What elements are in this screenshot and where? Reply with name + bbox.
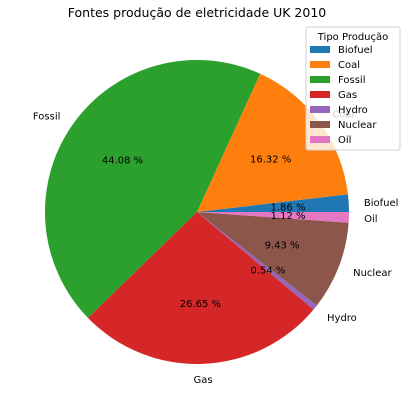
legend-box: [305, 26, 401, 151]
legend: Tipo Produção Biofuel Coal Fossil Gas Hydro N…: [305, 26, 401, 151]
pie-slice-biofuel: [197, 194, 349, 212]
legend-items: Biofuel Coal Fossil Gas Hydro Nuclear Oil: [310, 45, 377, 146]
legend-swatch-gas: [310, 91, 330, 98]
legend-swatch-fossil: [310, 76, 330, 83]
legend-swatch-nuclear: [310, 121, 330, 128]
pct-label-coal: 16.32 %: [250, 154, 291, 165]
pie-slices: [44, 59, 349, 365]
legend-label-biofuel: Biofuel: [338, 45, 373, 56]
pct-label-fossil: 44.08 %: [102, 155, 143, 166]
legend-swatch-oil: [310, 136, 330, 143]
legend-label-fossil: Fossil: [338, 75, 366, 86]
slice-label-nuclear: Nuclear: [353, 268, 392, 279]
legend-label-nuclear: Nuclear: [338, 120, 377, 131]
legend-label-hydro: Hydro: [338, 105, 368, 116]
legend-label-oil: Oil: [338, 135, 351, 146]
slice-label-fossil: Fossil: [33, 112, 61, 123]
slice-label-hydro: Hydro: [327, 313, 357, 324]
pct-label-nuclear: 9.43 %: [265, 241, 300, 252]
pie-slice-nuclear: [197, 212, 349, 306]
slice-label-gas: Gas: [194, 375, 213, 386]
chart-title: Fontes produção de eletricidade UK 2010: [68, 5, 327, 20]
percent-labels: 1.86 % 16.32 % 44.08 % 26.65 % 0.54 % 9.43 % 1…: [102, 154, 306, 310]
pie-slice-fossil: [44, 59, 261, 318]
legend-swatch-biofuel: [310, 46, 330, 53]
pct-label-hydro: 0.54 %: [250, 265, 285, 276]
pie-slice-hydro: [197, 212, 317, 310]
pct-label-biofuel: 1.86 %: [271, 203, 306, 214]
pie-slice-coal: [197, 73, 348, 213]
slice-label-oil: Oil: [364, 214, 377, 225]
pie-slice-gas: [87, 212, 314, 365]
legend-swatch-hydro: [310, 106, 330, 113]
pie-slice-oil: [197, 212, 349, 223]
legend-label-coal: Coal: [338, 60, 360, 71]
slice-label-biofuel: Biofuel: [364, 198, 399, 209]
pct-label-oil: 1.12 %: [271, 211, 306, 222]
pct-label-gas: 26.65 %: [180, 299, 221, 310]
legend-swatch-coal: [310, 61, 330, 68]
legend-title: Tipo Produção: [317, 32, 389, 43]
legend-label-gas: Gas: [338, 90, 357, 101]
